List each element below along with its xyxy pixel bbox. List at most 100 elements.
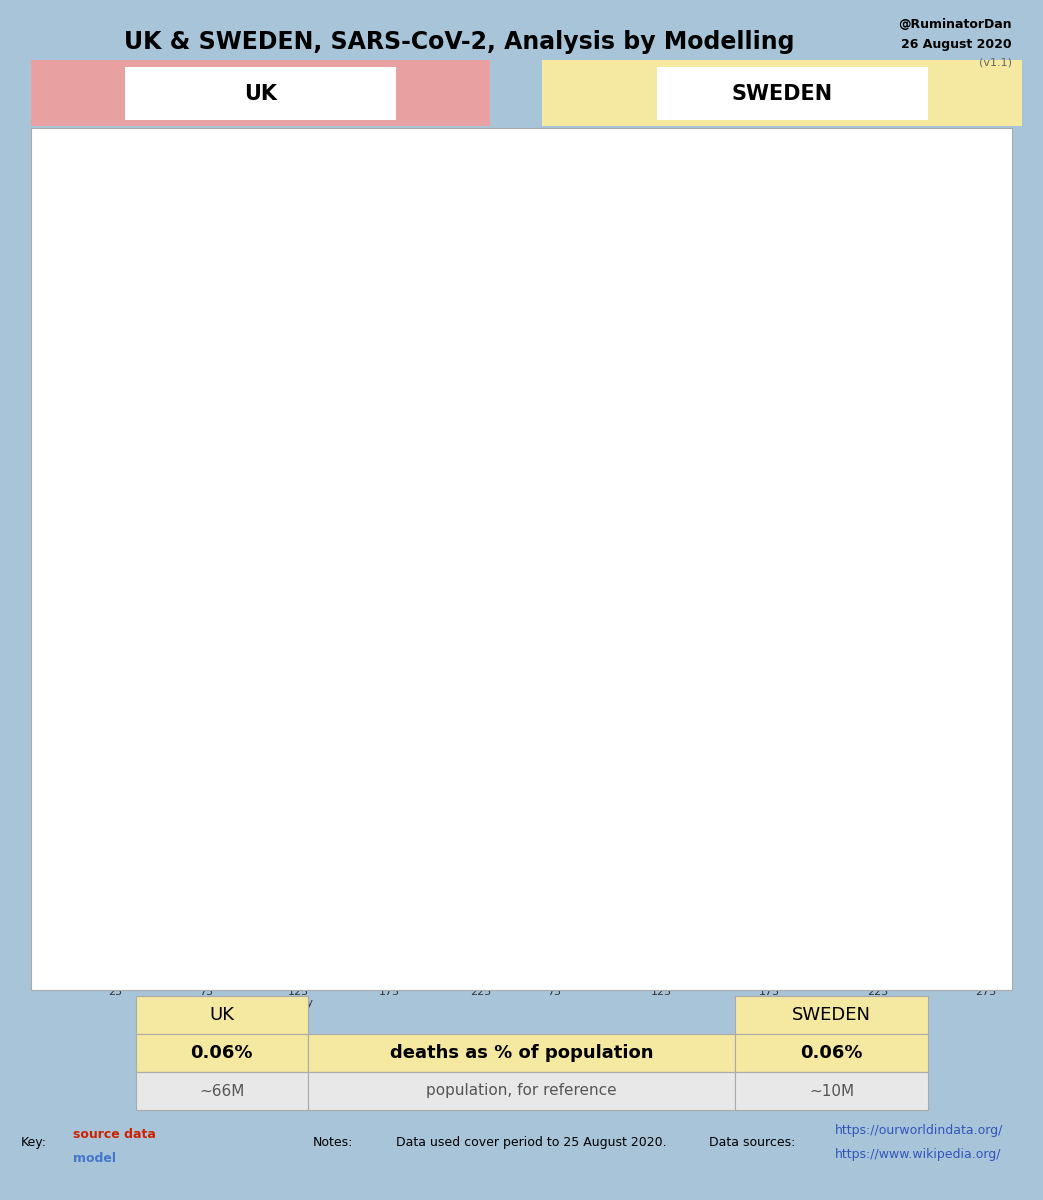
Point (637, 784, 654, 803)
Text: UK & SWEDEN, SARS-CoV-2, Analysis by Modelling: UK & SWEDEN, SARS-CoV-2, Analysis by Mod… (124, 30, 794, 54)
Point (858, 817, 875, 836)
Text: Cumulative deaths: actual & model: Cumulative deaths: actual & model (548, 132, 770, 145)
Point (377, 888, 393, 907)
Point (729, 823, 746, 842)
Point (258, 833, 274, 852)
Point (896, 857, 913, 876)
Point (874, 858, 891, 877)
Point (116, 742, 132, 761)
Point (724, 811, 741, 830)
Point (848, 851, 865, 870)
Point (853, 880, 870, 899)
Point (697, 769, 713, 788)
Point (751, 840, 768, 859)
Point (313, 829, 330, 848)
Text: (v1.1): (v1.1) (978, 58, 1012, 67)
Point (686, 775, 703, 794)
Point (789, 832, 805, 851)
Point (139, 756, 155, 775)
Text: Data sources:: Data sources: (709, 1136, 796, 1148)
Point (573, 780, 589, 799)
Point (589, 726, 606, 745)
Point (354, 856, 370, 875)
Point (745, 808, 761, 827)
Point (886, 853, 902, 872)
Text: Daily deaths: actual & model: Daily deaths: actual & model (110, 427, 292, 440)
Text: population, for reference: population, for reference (427, 1084, 616, 1098)
Point (436, 904, 453, 923)
Point (804, 828, 821, 847)
Point (294, 826, 311, 845)
Point (707, 827, 724, 846)
Point (409, 904, 426, 923)
Point (404, 901, 420, 920)
Point (562, 764, 579, 784)
Point (120, 745, 137, 764)
Point (712, 778, 729, 797)
X-axis label: Day: Day (760, 408, 783, 418)
Point (331, 858, 347, 877)
Point (675, 792, 692, 811)
Text: source data: source data (73, 1128, 155, 1140)
Text: deaths as % of population: deaths as % of population (390, 1044, 653, 1062)
Point (321, 838, 338, 857)
Point (175, 786, 192, 805)
Point (262, 811, 278, 830)
Point (799, 822, 816, 841)
Point (208, 793, 224, 812)
Point (185, 773, 201, 792)
Point (231, 786, 247, 805)
Point (642, 791, 659, 810)
X-axis label: Day: Day (291, 998, 314, 1008)
Point (600, 758, 616, 778)
Point (659, 811, 676, 830)
Point (432, 908, 448, 928)
Text: Daily deaths: actual & model: Daily deaths: actual & model (548, 427, 730, 440)
Point (891, 829, 907, 848)
Point (605, 754, 622, 773)
Point (756, 824, 773, 844)
Point (212, 800, 228, 820)
Point (794, 815, 810, 834)
Text: Log10(cumulative_deaths'/cumulative_deaths) actual & model: Log10(cumulative_deaths'/cumulative_deat… (548, 725, 874, 736)
Text: Cumulative deaths: actual & model: Cumulative deaths: actual & model (110, 132, 332, 145)
Point (189, 787, 205, 806)
Text: 26 August 2020: 26 August 2020 (901, 38, 1012, 52)
Point (267, 834, 284, 853)
Point (308, 842, 324, 862)
Point (386, 881, 403, 900)
Point (622, 766, 638, 785)
Text: Log10(cumulative_deaths'/cumulative_deaths) actual & model: Log10(cumulative_deaths'/cumulative_deat… (110, 725, 436, 736)
X-axis label: Day: Day (291, 703, 314, 713)
Text: Notes:: Notes: (313, 1136, 354, 1148)
Text: https://ourworldindata.org/: https://ourworldindata.org/ (834, 1124, 1002, 1136)
Point (344, 854, 361, 874)
Point (767, 827, 783, 846)
Point (440, 913, 457, 932)
Point (427, 901, 443, 920)
Point (809, 818, 826, 838)
Point (578, 799, 595, 818)
Point (285, 853, 301, 872)
Text: 0.06%: 0.06% (191, 1044, 252, 1062)
Point (216, 803, 233, 822)
Point (171, 784, 188, 803)
Point (826, 857, 843, 876)
Point (271, 833, 288, 852)
Point (304, 846, 320, 865)
Point (869, 806, 886, 826)
Point (450, 914, 466, 934)
Point (654, 790, 671, 809)
Text: SWEDEN: SWEDEN (732, 84, 832, 103)
Point (816, 835, 832, 854)
Point (275, 836, 292, 856)
Point (143, 781, 160, 800)
X-axis label: Day: Day (760, 703, 783, 713)
Point (783, 821, 800, 840)
Point (692, 790, 708, 809)
Text: UK: UK (244, 84, 277, 103)
Point (162, 752, 178, 772)
Point (610, 773, 627, 792)
X-axis label: Day: Day (291, 408, 314, 418)
Text: SWEDEN: SWEDEN (793, 1006, 871, 1024)
